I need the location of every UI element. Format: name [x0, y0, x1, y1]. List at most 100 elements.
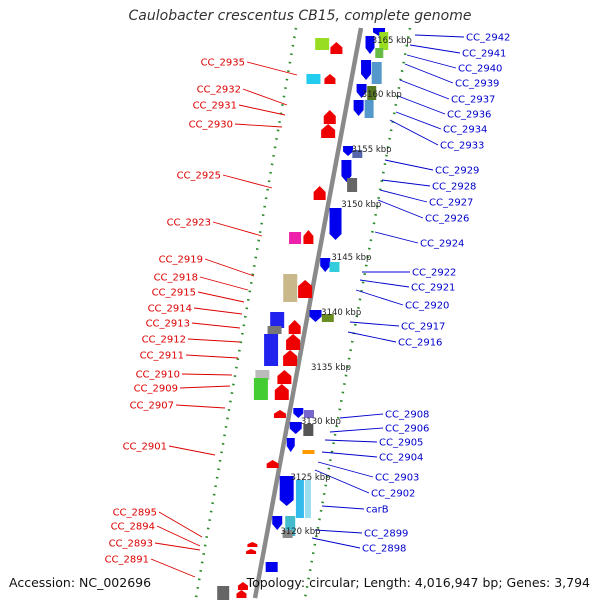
reverse-gene-label[interactable]: CC_2907 [130, 401, 174, 412]
leader-line [355, 289, 404, 306]
leader-line [409, 44, 461, 54]
gene-box [371, 62, 382, 84]
reverse-gene-label[interactable]: CC_2918 [154, 273, 198, 284]
gene-box [264, 334, 279, 366]
gene-box [255, 370, 270, 380]
reverse-gene-label[interactable]: CC_2909 [134, 384, 178, 395]
reverse-gene-label[interactable]: CC_2930 [189, 120, 233, 131]
leader-line [199, 276, 249, 291]
reverse-gene-labels: CC_2935 CC_2932 CC_2931 CC_2930 CC_2925 CC_29… [105, 58, 245, 566]
forward-gene-label[interactable]: CC_2903 [375, 473, 419, 484]
reverse-gene-label[interactable]: CC_2935 [201, 58, 245, 69]
gene-box [217, 586, 230, 600]
reverse-gene [323, 110, 336, 124]
forward-gene-label[interactable]: CC_2941 [462, 49, 506, 60]
forward-gene-label[interactable]: CC_2934 [443, 125, 487, 136]
leader-line [246, 61, 298, 76]
reverse-gene-label[interactable]: CC_2912 [142, 335, 186, 346]
reverse-gene-label[interactable]: CC_2901 [123, 442, 167, 453]
forward-gene-label[interactable]: CC_2902 [371, 489, 415, 500]
reverse-track-dots [194, 27, 298, 599]
reverse-gene [324, 74, 336, 84]
ruler-tick-label: 3165 kbp [372, 36, 412, 46]
forward-gene-label[interactable]: CC_2908 [385, 410, 429, 421]
leader-line [185, 354, 239, 359]
gene-box [367, 86, 377, 100]
reverse-gene-label[interactable]: CC_2913 [146, 319, 190, 330]
gene-box [270, 312, 285, 328]
forward-gene-label[interactable]: CC_2905 [379, 438, 423, 449]
forward-gene-label[interactable]: CC_2939 [455, 79, 499, 90]
forward-gene-label[interactable]: CC_2922 [412, 268, 456, 279]
reverse-gene-label[interactable]: CC_2891 [105, 555, 149, 566]
leader-line [197, 291, 245, 303]
forward-gene-label[interactable]: CC_2926 [425, 214, 469, 225]
reverse-gene [298, 280, 313, 298]
reverse-gene [237, 582, 248, 590]
reverse-gene-label[interactable]: CC_2910 [136, 370, 180, 381]
forward-gene [353, 100, 364, 116]
leader-line [175, 404, 226, 409]
gene-box [303, 410, 314, 418]
forward-gene-label[interactable]: CC_2942 [466, 33, 510, 44]
reverse-gene-label[interactable]: CC_2931 [193, 101, 237, 112]
reverse-gene-label[interactable]: CC_2893 [109, 539, 153, 550]
forward-gene-label[interactable]: CC_2917 [401, 322, 445, 333]
reverse-gene-label[interactable]: CC_2895 [113, 508, 157, 519]
gene-box [295, 480, 304, 518]
forward-gene-label[interactable]: CC_2916 [398, 338, 442, 349]
forward-gene-label[interactable]: CC_2920 [405, 301, 449, 312]
leader-line [384, 159, 434, 171]
forward-leader-lines [311, 34, 465, 549]
forward-gene [289, 422, 302, 434]
leader-line [399, 79, 450, 100]
reverse-gene-label[interactable]: CC_2911 [140, 351, 184, 362]
leader-line [379, 189, 428, 203]
gene-box [347, 178, 358, 192]
ruler-labels: 3165 kbp 3160 kbp 3155 kbp 3150 kbp 3145 kbp… [280, 36, 411, 537]
reverse-gene-label[interactable]: CC_2915 [152, 288, 196, 299]
forward-gene-label[interactable]: CC_2936 [447, 110, 491, 121]
gene-box [283, 274, 298, 302]
forward-gene [361, 60, 372, 80]
leader-line [314, 469, 370, 494]
forward-gene-label[interactable]: CC_2906 [385, 424, 429, 435]
reverse-gene-label[interactable]: CC_2932 [197, 85, 241, 96]
forward-gene-label[interactable]: CC_2921 [411, 283, 455, 294]
leader-line [242, 88, 288, 106]
leader-line [404, 63, 454, 84]
reverse-gene [277, 370, 292, 384]
forward-gene-label[interactable]: CC_2928 [432, 182, 476, 193]
reverse-gene-label[interactable]: CC_2923 [167, 218, 211, 229]
leader-line [321, 505, 365, 510]
forward-gene-label[interactable]: carB [366, 505, 389, 516]
reverse-gene-label[interactable]: CC_2925 [177, 171, 221, 182]
leader-line [179, 385, 231, 389]
gene-box [285, 516, 296, 536]
gene-box [329, 262, 340, 272]
leader-line [374, 231, 419, 244]
forward-gene-label[interactable]: CC_2940 [458, 64, 502, 75]
reverse-gene-label[interactable]: CC_2914 [148, 304, 192, 315]
forward-gene-label[interactable]: CC_2924 [420, 239, 464, 250]
ruler-tick-label: 3150 kbp [341, 200, 381, 210]
ruler-tick-label: 3125 kbp [290, 473, 330, 483]
forward-gene-label[interactable]: CC_2898 [362, 544, 406, 555]
leader-line [395, 111, 442, 130]
reverse-gene [236, 590, 247, 598]
forward-gene-label[interactable]: CC_2904 [379, 453, 423, 464]
leader-line [181, 373, 233, 376]
forward-gene [329, 208, 342, 240]
forward-gene [343, 146, 354, 156]
leader-line [324, 439, 378, 443]
forward-gene-label[interactable]: CC_2927 [429, 198, 473, 209]
forward-gene [356, 84, 367, 98]
forward-gene-label[interactable]: CC_2937 [451, 95, 495, 106]
forward-gene-label[interactable]: CC_2933 [440, 141, 484, 152]
reverse-gene-label[interactable]: CC_2919 [159, 255, 203, 266]
reverse-gene-label[interactable]: CC_2894 [111, 522, 155, 533]
gene-features [217, 28, 389, 600]
forward-gene [309, 310, 322, 322]
forward-gene-label[interactable]: CC_2929 [435, 166, 479, 177]
forward-gene-label[interactable]: CC_2899 [364, 529, 408, 540]
